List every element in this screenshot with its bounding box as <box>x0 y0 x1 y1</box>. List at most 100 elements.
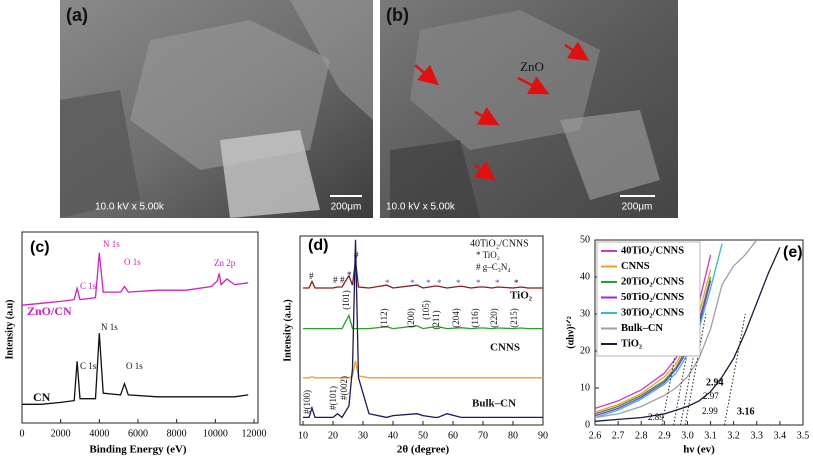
annotation: (101) <box>341 290 351 310</box>
annotation: (112) <box>379 308 389 327</box>
x-tick-label: 3.4 <box>774 430 787 441</box>
y-axis-label: Intensity (a.u) <box>4 299 15 359</box>
sem-image-a: (a) 10.0 kV x 5.00k 200μm <box>60 0 373 218</box>
series-label: CN <box>33 390 51 404</box>
annotation: # g–C₃N₄ <box>476 262 511 272</box>
annotation: O 1s <box>126 361 143 371</box>
y-axis-label: (αhν)¹ᐟ² <box>565 316 576 349</box>
annotation: * <box>456 278 461 288</box>
series-line <box>594 247 781 422</box>
y-tick-label: 20 <box>580 345 590 356</box>
y-axis-label: Intensity (a.u.) <box>282 299 293 362</box>
y-tick-label: 40 <box>580 271 590 282</box>
annotation: # <box>309 271 314 281</box>
x-tick-label: 3.5 <box>797 430 810 441</box>
arrows <box>414 41 590 182</box>
annotation: (116) <box>470 308 480 327</box>
tangent-line <box>680 313 702 426</box>
legend-label: TiO₂ <box>621 338 642 349</box>
annotation: * <box>410 278 415 288</box>
series-line <box>594 239 758 419</box>
annotation: #(101) <box>328 386 338 410</box>
x-tick-label: 3.3 <box>751 430 764 441</box>
series-line <box>594 243 723 419</box>
charts: (c) Binding Energy (eV) Intensity (a.u) 0 20… <box>4 231 810 456</box>
annotation: * <box>514 278 519 288</box>
scale-label: 200μm <box>622 202 653 213</box>
intercept-label: 2.89 <box>648 412 664 422</box>
x-tick-label: 2.7 <box>612 430 625 441</box>
panel-label: (e) <box>783 244 803 261</box>
scale-label: 200μm <box>331 202 362 213</box>
intercept-label: 3.16 <box>737 406 755 417</box>
legend-box <box>596 241 701 357</box>
x-tick-label: 2.8 <box>635 430 648 441</box>
annotation: (220) <box>489 308 499 328</box>
x-tick-label: 8000 <box>167 428 187 439</box>
y-tick-label: 50 <box>580 234 590 245</box>
image-label: (b) <box>386 5 409 25</box>
annotation: (105) <box>421 300 431 320</box>
annotation: * <box>426 278 431 288</box>
legend-label: 50TiO₂/CNNS <box>621 292 684 303</box>
annotation: * <box>495 278 500 288</box>
series-line <box>303 360 543 379</box>
x-tick-label: 70 <box>478 430 488 441</box>
series-line <box>21 252 249 306</box>
x-tick-label: 40 <box>388 430 398 441</box>
plot-frame <box>299 235 544 426</box>
tangent-line <box>673 313 695 426</box>
x-tick-label: 10000 <box>203 428 228 439</box>
annotation: * <box>385 278 390 288</box>
series-line <box>303 313 543 330</box>
annotation: * <box>476 278 481 288</box>
series-label: Bulk–CN <box>472 398 516 410</box>
x-tick-label: 30 <box>358 430 368 441</box>
annotation: O 1s <box>124 257 141 267</box>
annotation: (215) <box>509 308 519 328</box>
series-label: ZnO/CN <box>27 304 72 318</box>
panel-label: (d) <box>308 237 328 254</box>
x-tick-label: 80 <box>508 430 518 441</box>
series-label: CNNS <box>490 342 520 354</box>
annotation: C 1s <box>80 281 97 291</box>
x-tick-label: 10 <box>298 430 308 441</box>
x-axis-label: 2θ (degree) <box>397 444 450 456</box>
intercept-label: 2.97 <box>703 391 719 401</box>
x-tick-label: 6000 <box>128 428 148 439</box>
annotation: #(002) <box>339 376 349 400</box>
annotation: * TiO₂ <box>476 250 500 260</box>
x-tick-label: 20 <box>328 430 338 441</box>
annotation: Zn 2p <box>214 258 236 268</box>
annotation: * <box>437 278 442 288</box>
x-tick-label: 3.2 <box>727 430 740 441</box>
series-label: TiO₂ <box>510 290 533 302</box>
x-tick-label: 2000 <box>51 428 71 439</box>
x-tick-label: 3.1 <box>704 430 717 441</box>
annotation: # <box>340 275 345 285</box>
image-label: (a) <box>66 5 88 25</box>
sem-image-b: (b) 10.0 kV x 5.00k 200μm ZnO <box>380 0 678 218</box>
annotation: N 1s <box>101 322 118 332</box>
intercept-label: 2.94 <box>706 377 724 388</box>
x-tick-label: 4000 <box>89 428 109 439</box>
series-label: 40TiO₂/CNNS <box>470 238 529 249</box>
plot-frame <box>21 231 259 424</box>
x-tick-label: 2.6 <box>589 430 602 441</box>
series-line <box>303 260 543 289</box>
x-tick-label: 2.9 <box>658 430 671 441</box>
annotation: N 1s <box>103 239 120 249</box>
annotation: #(100) <box>302 390 312 414</box>
annotation: (211) <box>431 310 441 329</box>
y-tick-label: 30 <box>580 308 590 319</box>
annotation: (200) <box>406 308 416 328</box>
tangent-line <box>684 313 707 426</box>
intercept-label: 2.99 <box>702 406 718 416</box>
x-tick-label: 90 <box>538 430 548 441</box>
x-tick-label: 0 <box>20 428 25 439</box>
x-tick-label: 50 <box>418 430 428 441</box>
image-info: 10.0 kV x 5.00k <box>95 202 165 213</box>
legend-label: CNNS <box>621 261 650 272</box>
x-axis-label: hν (ev) <box>683 444 715 456</box>
